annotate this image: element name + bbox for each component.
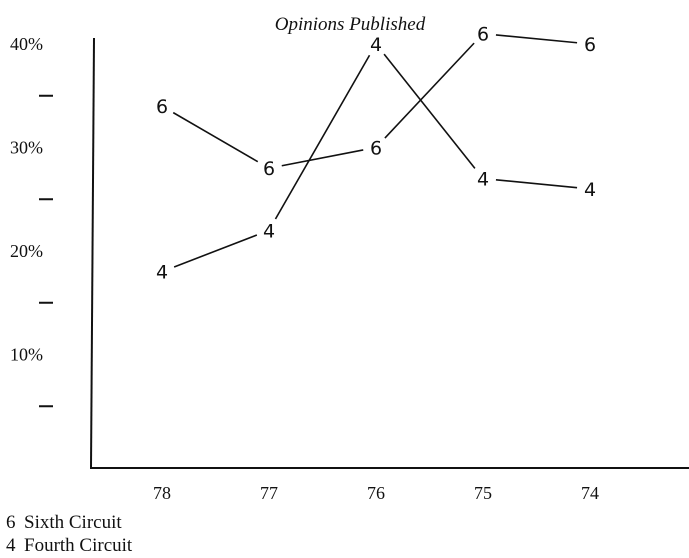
series-segment	[173, 234, 258, 268]
x-tick-label: 77	[260, 483, 278, 503]
data-point-marker: 6	[370, 138, 382, 160]
x-tick-label: 74	[581, 483, 599, 503]
series-segment	[172, 111, 259, 163]
x-tick-label: 75	[474, 483, 492, 503]
y-axis	[90, 37, 95, 469]
data-point-marker: 6	[263, 158, 275, 180]
data-point-marker: 6	[584, 34, 596, 56]
legend-label-sixth: Sixth Circuit	[24, 512, 122, 533]
data-point-marker: 4	[584, 179, 596, 201]
series-segment	[281, 149, 364, 167]
data-point-marker: 4	[263, 220, 275, 242]
legend-key-fourth: 4	[6, 535, 16, 556]
data-point-marker: 6	[156, 96, 168, 118]
legend-label-fourth: Fourth Circuit	[24, 535, 133, 556]
series-segment	[274, 54, 371, 220]
y-tick-label: 10%	[10, 345, 43, 365]
data-point-marker: 4	[370, 34, 382, 56]
opinions-line-chart: Opinions Published 40% 30% 20% 10% 78 77 76 75…	[10, 14, 689, 503]
series-segment	[383, 53, 476, 169]
legend-item-fourth-circuit: 4 Fourth Circuit	[6, 535, 132, 557]
series-sixth-circuit: 6 6 6 6 6	[156, 24, 596, 181]
chart-title: Opinions Published	[275, 14, 426, 35]
data-point-marker: 6	[477, 24, 489, 46]
series-fourth-circuit: 4 4 4 4 4	[156, 34, 596, 284]
x-tick-label: 78	[153, 483, 171, 503]
series-segment	[495, 179, 578, 189]
series-segment	[495, 34, 578, 44]
data-point-marker: 4	[156, 262, 168, 284]
y-tick-label: 40%	[10, 34, 43, 54]
y-tick-label: 30%	[10, 138, 43, 158]
legend-key-sixth: 6	[6, 512, 16, 533]
x-tick-label: 76	[367, 483, 385, 503]
data-point-marker: 4	[477, 169, 489, 191]
series-segment	[384, 42, 475, 139]
y-tick-label: 20%	[10, 241, 43, 261]
legend-item-sixth-circuit: 6 Sixth Circuit	[6, 512, 122, 534]
